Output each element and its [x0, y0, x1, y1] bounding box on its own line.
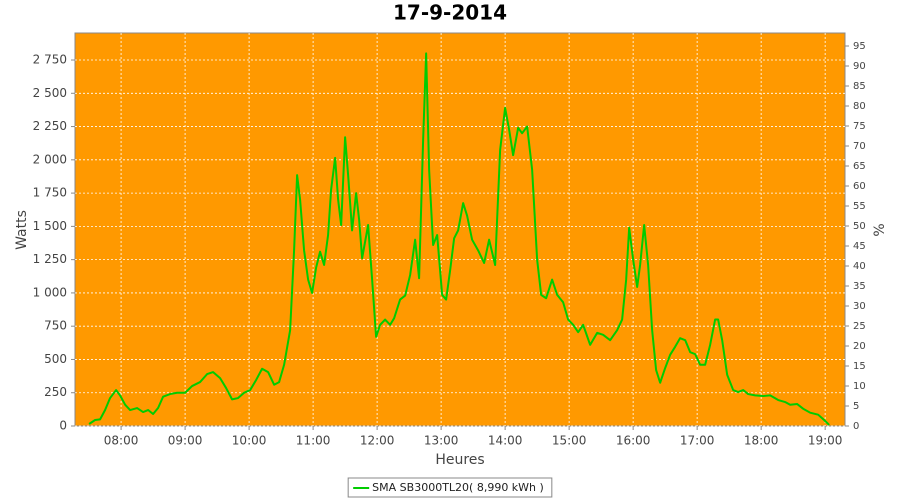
y-tick-label: 0 — [59, 419, 67, 433]
y2-tick-label: 55 — [853, 201, 866, 212]
legend-label: SMA SB3000TL20( 8,990 kWh ) — [372, 481, 544, 494]
plot-area — [74, 32, 846, 427]
y-tick-label: 2 000 — [33, 152, 67, 166]
x-axis-title: Heures — [435, 452, 484, 468]
x-tick-label: 12:00 — [360, 434, 395, 448]
y2-tick-label: 35 — [853, 281, 866, 292]
y-tick-label: 1 000 — [33, 285, 67, 299]
y-tick-label: 2 250 — [33, 119, 67, 133]
x-tick-label: 10:00 — [232, 434, 267, 448]
y2-tick-label: 80 — [853, 101, 866, 112]
x-tick-label: 13:00 — [424, 434, 459, 448]
y2-tick-label: 95 — [853, 41, 866, 52]
y2-tick-label: 40 — [853, 261, 866, 272]
y2-tick-label: 75 — [853, 121, 866, 132]
x-tick-label: 11:00 — [296, 434, 331, 448]
y2-tick-label: 85 — [853, 81, 866, 92]
y-axis-title: Watts — [14, 210, 30, 250]
y2-tick-label: 15 — [853, 361, 866, 372]
y-tick-label: 1 250 — [33, 252, 67, 266]
legend-box — [347, 477, 553, 498]
x-tick-label: 16:00 — [616, 434, 651, 448]
x-tick-label: 18:00 — [744, 434, 779, 448]
x-tick-label: 08:00 — [104, 434, 139, 448]
y2-tick-label: 60 — [853, 181, 866, 192]
y-tick-label: 250 — [44, 385, 67, 399]
y2-tick-label: 0 — [853, 421, 859, 432]
y-tick-label: 750 — [44, 319, 67, 333]
y-tick-label: 1 750 — [33, 186, 67, 200]
x-tick-label: 15:00 — [552, 434, 587, 448]
y2-tick-label: 50 — [853, 221, 866, 232]
y-tick-label: 2 500 — [33, 86, 67, 100]
x-tick-label: 17:00 — [680, 434, 715, 448]
chart-title: 17-9-2014 — [393, 1, 507, 25]
y-tick-label: 1 500 — [33, 219, 67, 233]
y2-tick-label: 20 — [853, 341, 866, 352]
x-tick-label: 09:00 — [168, 434, 203, 448]
y2-tick-label: 90 — [853, 61, 866, 72]
y-tick-label: 2 750 — [33, 53, 67, 67]
x-tick-label: 19:00 — [808, 434, 843, 448]
y2-tick-label: 10 — [853, 381, 866, 392]
series-line — [88, 52, 830, 426]
x-tick-label: 14:00 — [488, 434, 523, 448]
y2-tick-label: 25 — [853, 321, 866, 332]
y-tick-label: 500 — [44, 352, 67, 366]
y2-axis-title: % — [872, 223, 888, 236]
y2-tick-label: 30 — [853, 301, 866, 312]
y2-tick-label: 70 — [853, 141, 866, 152]
y2-tick-label: 45 — [853, 241, 866, 252]
y2-tick-label: 5 — [853, 401, 859, 412]
legend: SMA SB3000TL20( 8,990 kWh ) — [347, 477, 553, 498]
y2-tick-label: 65 — [853, 161, 866, 172]
